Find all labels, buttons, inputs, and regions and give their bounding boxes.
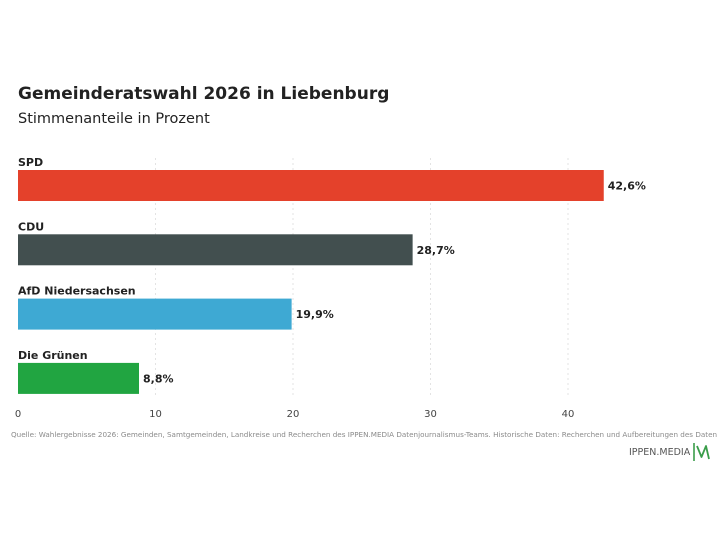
- x-tick-label-10: 10: [149, 409, 162, 420]
- category-label: Die Grünen: [18, 349, 88, 362]
- logo-text: IPPEN.MEDIA: [629, 446, 691, 458]
- bar-die-gr-nen: [18, 362, 139, 394]
- bar-value-label: 28,7%: [417, 244, 455, 257]
- x-tick-label-40: 40: [562, 409, 575, 420]
- bar-chart: 0 10 20 30 40 SPD 42,6% CDU 28,7% AfD Niedersachs…: [15, 156, 646, 420]
- x-tick-label-0: 0: [15, 409, 21, 420]
- category-label: AfD Niedersachsen: [18, 285, 136, 298]
- source-note: Quelle: Wahlergebnisse 2026: Gemeinden, …: [11, 430, 718, 439]
- bar-cdu: [18, 234, 413, 266]
- bar-value-label: 8,8%: [143, 372, 174, 385]
- bar-value-label: 19,9%: [296, 308, 334, 321]
- bar-afd-niedersachsen: [18, 298, 292, 330]
- bar-spd: [18, 170, 604, 201]
- x-tick-label-30: 30: [424, 409, 437, 420]
- chart-subtitle: Stimmenanteile in Prozent: [18, 111, 210, 127]
- logo-m-icon: [693, 443, 711, 461]
- x-tick-label-20: 20: [287, 409, 300, 420]
- ippen-media-logo: IPPEN.MEDIA: [629, 441, 711, 463]
- category-label: CDU: [18, 220, 44, 233]
- chart-title: Gemeinderatswahl 2026 in Liebenburg: [18, 84, 390, 104]
- bar-value-label: 42,6%: [608, 180, 646, 193]
- category-label: SPD: [18, 156, 43, 169]
